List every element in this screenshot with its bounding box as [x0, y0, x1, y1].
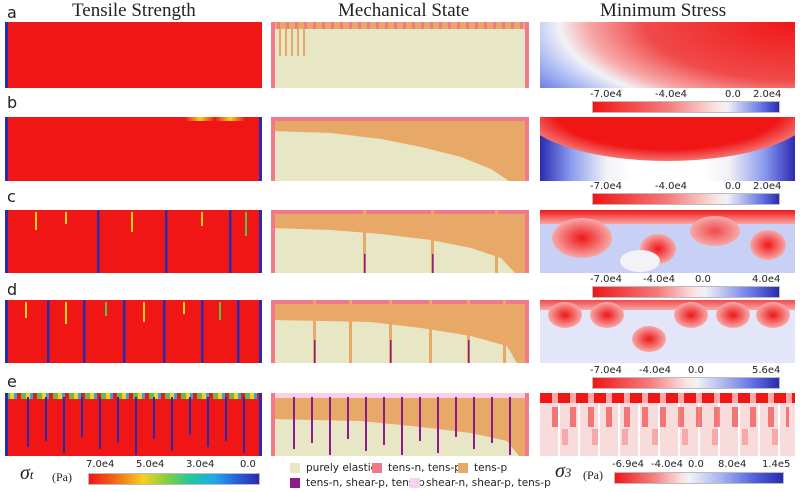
- row-label-d: d: [7, 280, 18, 299]
- stress-b-tick-4: 2.0e4: [753, 181, 782, 192]
- mechanical-panel-a: [271, 22, 529, 88]
- stress-a-tick-2: -4.0e4: [655, 89, 688, 100]
- mechanical-panel-e: [271, 393, 529, 456]
- legend-swatch-purely-elastic: [290, 463, 300, 473]
- mechanical-panel-c: [271, 210, 529, 273]
- stress-panel-e: [540, 393, 795, 456]
- stress-e-tick-3: 0.0: [688, 459, 704, 470]
- stress-panel-b: [540, 117, 795, 181]
- stress-colorbar-e: [614, 472, 784, 484]
- tensile-panel-e: [5, 393, 262, 456]
- column-title-mechanical-state: Mechanical State: [338, 0, 470, 21]
- stress-a-tick-3: 0.0: [725, 89, 741, 100]
- legend-item-tens-p: tens-p: [458, 462, 507, 474]
- tensile-fractures-e: [5, 393, 262, 456]
- stress-colorbar-d: [592, 377, 780, 389]
- legend-swatch-tens-n-shear-p-tens-p: [290, 478, 300, 488]
- legend-item-shear-n-shear-p-tens-p: shear-n, shear-p, tens-p: [410, 477, 551, 489]
- stress-e-tick-5: 1.4e5: [762, 459, 791, 470]
- stress-a-tick-1: -7.0e4: [590, 89, 623, 100]
- legend-swatch-tens-p: [458, 463, 468, 473]
- mechanical-panel-b: [271, 117, 529, 181]
- stress-c-tick-1: -7.0e4: [590, 274, 623, 285]
- legend-swatch-tens-n-tens-p: [372, 463, 382, 473]
- tensile-panel-a: [5, 22, 262, 88]
- stress-e-tick-4: 8.0e4: [718, 459, 747, 470]
- tensile-tick-3: 3.0e4: [186, 459, 215, 470]
- mechanical-panel-d: [271, 300, 529, 363]
- legend-item-tens-n-tens-p: tens-n, tens-p: [372, 462, 461, 474]
- column-title-tensile-strength: Tensile Strength: [72, 0, 196, 21]
- stress-d-tick-1: -7.0e4: [590, 365, 623, 376]
- stress-b-tick-3: 0.0: [725, 181, 741, 192]
- mechanical-state-d: [271, 300, 529, 363]
- tensile-colorbar: [88, 473, 260, 485]
- stress-e-tick-1: -6.9e4: [612, 459, 645, 470]
- mechanical-state-c: [271, 210, 529, 273]
- tensile-unit: (Pa): [52, 470, 72, 484]
- tensile-panel-d: [5, 300, 262, 363]
- stress-d-tick-2: -4.0e4: [639, 365, 672, 376]
- row-label-a: a: [7, 3, 17, 22]
- stress-b-tick-1: -7.0e4: [590, 181, 623, 192]
- tensile-tick-4: 0.0: [240, 459, 256, 470]
- stress-c-tick-2: -4.0e4: [643, 274, 676, 285]
- mechanical-state-e: [271, 393, 529, 456]
- legend-item-tens-n-shear-p-tens-p: tens-n, shear-p, tens-p: [290, 477, 425, 489]
- stress-unit: (Pa): [583, 468, 603, 482]
- stress-colorbar-a: [592, 101, 780, 113]
- stress-panel-a: [540, 22, 795, 88]
- mechanical-state-b: [271, 117, 529, 181]
- legend-swatch-shear-n-shear-p-tens-p: [410, 478, 420, 488]
- stress-colorbar-b: [592, 193, 780, 205]
- stress-panel-c: [540, 210, 795, 273]
- tensile-symbol: σt: [20, 462, 34, 484]
- stress-symbol: σ3: [555, 460, 572, 482]
- stress-c-tick-3: 0.0: [695, 274, 711, 285]
- stress-colorbar-c: [592, 286, 780, 298]
- tensile-tick-2: 5.0e4: [136, 459, 165, 470]
- stress-panel-d: [540, 300, 795, 363]
- tensile-fractures-d: [5, 300, 262, 363]
- stress-e-tick-2: -4.0e4: [651, 459, 684, 470]
- tensile-panel-c: [5, 210, 262, 273]
- row-label-e: e: [7, 372, 17, 391]
- stress-d-tick-3: 0.0: [688, 365, 704, 376]
- stress-d-tick-4: 5.6e4: [752, 365, 781, 376]
- tensile-panel-b: [5, 117, 262, 181]
- column-title-minimum-stress: Minimum Stress: [600, 0, 727, 21]
- row-label-c: c: [7, 187, 16, 206]
- stress-c-tick-4: 4.0e4: [752, 274, 781, 285]
- tensile-fractures-c: [5, 210, 262, 273]
- stress-b-tick-2: -4.0e4: [655, 181, 688, 192]
- row-label-b: b: [7, 93, 18, 112]
- stress-a-tick-4: 2.0e4: [753, 89, 782, 100]
- tensile-tick-1: 7.0e4: [86, 459, 115, 470]
- legend-item-purely-elastic: purely elastic: [290, 462, 376, 474]
